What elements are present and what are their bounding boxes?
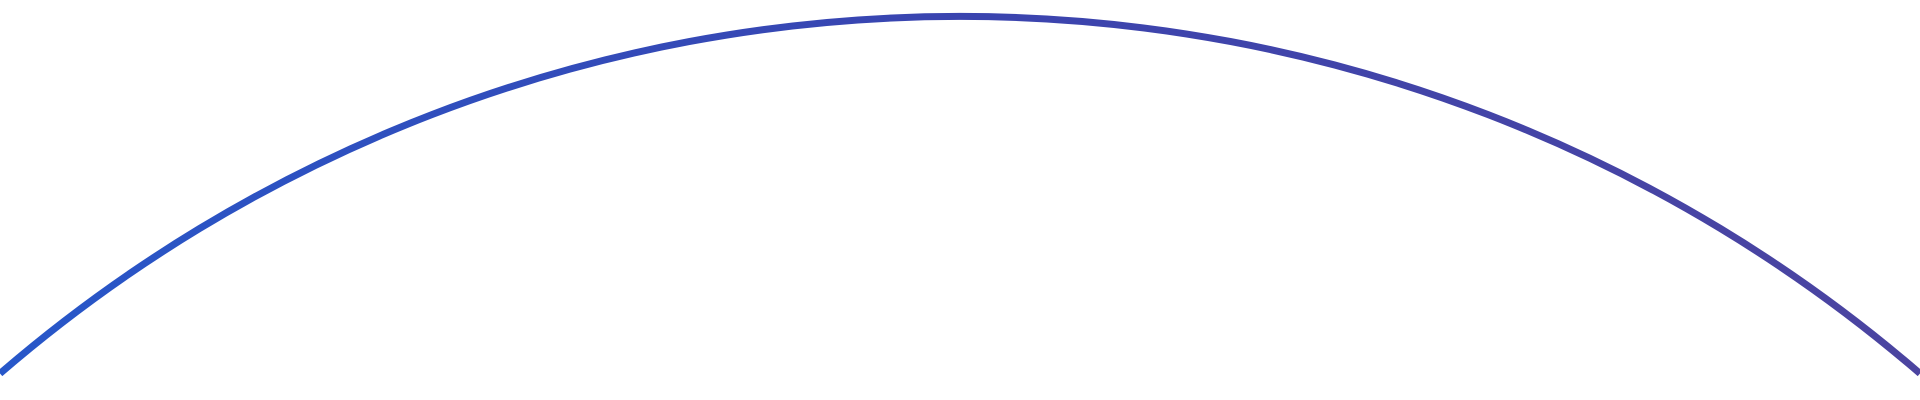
blue-arc-line	[0, 12, 1920, 377]
